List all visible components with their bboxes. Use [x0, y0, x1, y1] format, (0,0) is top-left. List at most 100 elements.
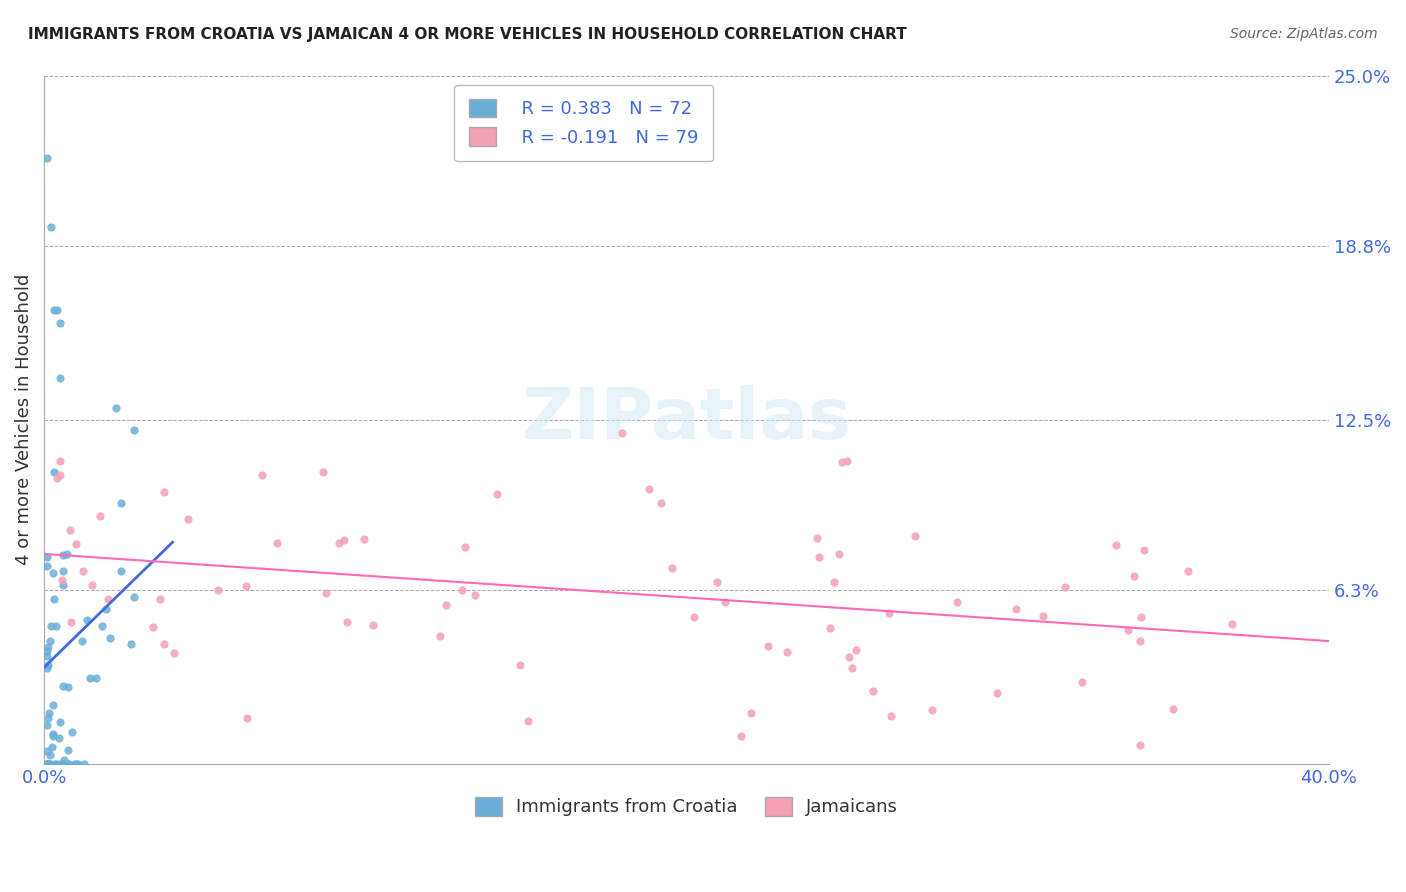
Point — [94, 601, 117, 615]
Point — [1161, 702, 1184, 716]
Point — [49, 467, 72, 482]
Point — [120, 637, 142, 651]
Point — [39, 633, 62, 648]
Point — [328, 536, 350, 550]
Point — [235, 579, 257, 593]
Point — [1116, 623, 1139, 637]
Point — [37, 743, 59, 757]
Point — [51, 574, 73, 588]
Point — [45, 756, 67, 771]
Point — [682, 609, 704, 624]
Point — [110, 564, 132, 578]
Point — [463, 588, 485, 602]
Point — [706, 574, 728, 589]
Point — [49, 454, 72, 468]
Point — [37, 558, 59, 573]
Point — [66, 756, 89, 771]
Point — [52, 578, 75, 592]
Point — [38, 756, 60, 771]
Point — [42, 566, 65, 581]
Point — [97, 591, 120, 606]
Point — [105, 401, 128, 416]
Point — [1129, 738, 1152, 752]
Point — [58, 756, 80, 771]
Point — [336, 615, 359, 630]
Point — [98, 631, 121, 645]
Point — [56, 743, 79, 757]
Point — [152, 485, 174, 500]
Point — [42, 591, 65, 606]
Point — [42, 302, 65, 317]
Legend: Immigrants from Croatia, Jamaicans: Immigrants from Croatia, Jamaicans — [468, 789, 905, 823]
Point — [37, 717, 59, 731]
Point — [1004, 602, 1026, 616]
Point — [353, 532, 375, 546]
Point — [730, 729, 752, 743]
Point — [1105, 538, 1128, 552]
Point — [831, 455, 853, 469]
Point — [39, 619, 62, 633]
Point — [52, 756, 75, 771]
Point — [37, 151, 59, 165]
Point — [1122, 569, 1144, 583]
Point — [89, 508, 111, 523]
Point — [485, 487, 508, 501]
Point — [163, 646, 186, 660]
Point — [879, 606, 901, 620]
Point — [38, 748, 60, 763]
Point — [806, 531, 828, 545]
Point — [79, 671, 101, 685]
Point — [921, 703, 943, 717]
Point — [429, 630, 451, 644]
Point — [841, 661, 863, 675]
Point — [110, 495, 132, 509]
Point — [37, 756, 59, 771]
Point — [756, 639, 779, 653]
Point — [60, 725, 83, 739]
Point — [650, 496, 672, 510]
Point — [207, 583, 229, 598]
Point — [76, 613, 98, 627]
Point — [37, 658, 59, 673]
Point — [509, 658, 531, 673]
Point — [776, 645, 799, 659]
Point — [72, 633, 94, 648]
Point — [38, 756, 60, 771]
Point — [37, 649, 59, 664]
Point — [45, 471, 67, 485]
Point — [56, 547, 79, 561]
Point — [740, 706, 762, 720]
Point — [122, 423, 145, 437]
Point — [177, 512, 200, 526]
Point — [49, 714, 72, 729]
Point — [82, 578, 104, 592]
Text: IMMIGRANTS FROM CROATIA VS JAMAICAN 4 OR MORE VEHICLES IN HOUSEHOLD CORRELATION : IMMIGRANTS FROM CROATIA VS JAMAICAN 4 OR… — [28, 27, 907, 42]
Point — [65, 536, 87, 550]
Point — [434, 598, 457, 612]
Point — [153, 637, 176, 651]
Text: Source: ZipAtlas.com: Source: ZipAtlas.com — [1230, 27, 1378, 41]
Point — [1220, 617, 1243, 632]
Point — [38, 756, 60, 771]
Point — [1129, 634, 1152, 648]
Point — [56, 681, 79, 695]
Point — [37, 643, 59, 657]
Point — [1177, 564, 1199, 578]
Point — [42, 698, 65, 712]
Point — [91, 619, 114, 633]
Point — [39, 219, 62, 234]
Point — [904, 529, 927, 543]
Point — [862, 684, 884, 698]
Point — [838, 650, 860, 665]
Point — [52, 564, 75, 578]
Point — [879, 709, 901, 723]
Y-axis label: 4 or more Vehicles in Household: 4 or more Vehicles in Household — [15, 274, 32, 566]
Point — [1032, 608, 1054, 623]
Point — [637, 482, 659, 496]
Point — [823, 575, 845, 590]
Point — [45, 618, 67, 632]
Point — [808, 549, 831, 564]
Point — [612, 426, 634, 441]
Point — [37, 756, 59, 771]
Point — [84, 671, 107, 685]
